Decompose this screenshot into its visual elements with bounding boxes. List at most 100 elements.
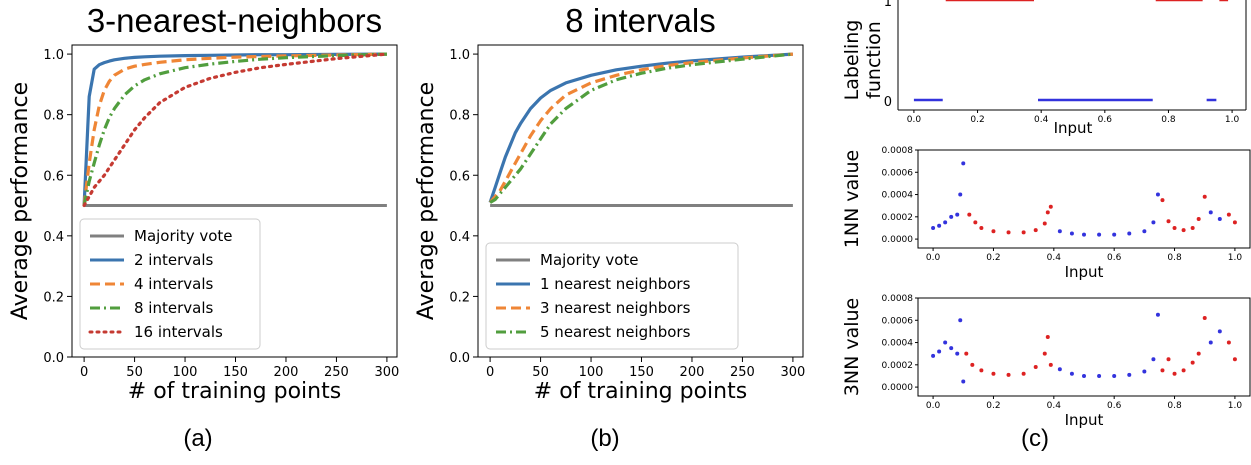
scatter-point — [1166, 357, 1171, 362]
scatter-point — [1217, 217, 1222, 222]
x-tick-label: 0.6 — [1107, 401, 1122, 411]
x-axis-label: # of training points — [128, 379, 341, 404]
y-tick-label: 0.0006 — [882, 168, 914, 178]
legend: Majority vote 1 nearest neighbors 3 neares… — [485, 242, 739, 350]
x-tick-label: 0.8 — [1167, 401, 1182, 411]
chart-panel-b: 8 intervals 0 50 100 150 200 250 300 0.0 0.2 0.4 0.… — [414, 2, 805, 404]
scatter-point — [931, 225, 936, 230]
scatter-point — [961, 379, 966, 384]
chart-panel-a: 3-nearest-neighbors 0 50 100 150 200 250 300 0.0… — [8, 2, 399, 404]
y-tick-label: 0.0004 — [882, 191, 914, 201]
x-tick-label: 300 — [374, 365, 399, 380]
x-tick-label: 0 — [486, 365, 494, 380]
series-line — [82, 52, 387, 206]
legend-label: Majority vote — [134, 227, 233, 245]
scatter-point — [1155, 192, 1160, 197]
chart-panel-c-1nn: 0.0 0.2 0.4 0.6 0.8 1.0 0.0000 0.0002 0.0004 0.00… — [841, 146, 1251, 281]
scatter-point — [958, 192, 963, 197]
scatter-point — [991, 371, 996, 376]
scatter-point — [1142, 369, 1147, 374]
scatter-point — [1069, 231, 1074, 236]
y-tick-label: 0 — [884, 95, 892, 110]
scatter-point — [1006, 372, 1011, 377]
x-tick-label: 50 — [532, 365, 549, 380]
x-tick-label: 0.4 — [1034, 115, 1049, 125]
x-tick-label: 0.2 — [986, 401, 1000, 411]
x-axis-label: Input — [1065, 411, 1104, 429]
x-tick-label: 0 — [80, 365, 88, 380]
chart-title: 3-nearest-neighbors — [87, 2, 382, 39]
y-tick-label: 0.0002 — [882, 361, 914, 371]
legend-label: 16 intervals — [134, 323, 223, 341]
y-tick-label: 0.8 — [449, 109, 470, 124]
scatter-point — [964, 351, 969, 356]
y-tick-label: 0.8 — [43, 109, 64, 124]
scatter-point — [970, 362, 975, 367]
scatter-point — [1196, 217, 1201, 222]
scatter-point — [1160, 368, 1165, 373]
x-tick-label: 0.0 — [926, 253, 941, 263]
scatter-point — [1057, 229, 1062, 234]
x-tick-label: 0.4 — [1047, 401, 1062, 411]
scatter-point — [1202, 194, 1207, 199]
x-tick-label: 1.0 — [1228, 253, 1243, 263]
x-tick-label: 1.0 — [1228, 401, 1243, 411]
scatter-point — [1057, 367, 1062, 372]
scatter-point — [1112, 232, 1117, 237]
y-tick-label: 0.0008 — [882, 146, 914, 156]
scatter-point — [1048, 362, 1053, 367]
chart-title: 8 intervals — [565, 2, 715, 39]
scatter-point — [1190, 225, 1195, 230]
scatter-point — [1172, 225, 1177, 230]
legend-label: 3 nearest neighbors — [540, 299, 691, 317]
plot-frame — [71, 44, 398, 358]
scatter-point — [1155, 312, 1160, 317]
x-tick-label: 200 — [680, 365, 705, 380]
y-tick-label: 0.0 — [43, 351, 64, 366]
x-axis-label: # of training points — [534, 379, 747, 404]
series-line — [82, 52, 389, 208]
scatter-point — [958, 318, 963, 323]
x-tick-label: 0.6 — [1107, 253, 1122, 263]
scatter-point — [955, 212, 960, 217]
x-tick-label: 1.0 — [1225, 115, 1240, 125]
scatter-point — [1082, 373, 1086, 378]
x-tick-label: 0.2 — [970, 115, 984, 125]
scatter-point — [1127, 231, 1132, 236]
y-tick-label: 0.0008 — [882, 294, 914, 304]
scatter-point — [1208, 340, 1213, 345]
scatter-point — [1208, 210, 1213, 215]
scatter-point — [1082, 232, 1086, 237]
x-tick-label: 250 — [324, 365, 349, 380]
y-tick-label: 0.4 — [43, 230, 64, 245]
scatter-point — [955, 351, 960, 356]
scatter-point — [1097, 373, 1102, 378]
y-axis-label-line: Labeling — [841, 20, 863, 101]
scatter-point — [1232, 357, 1237, 362]
x-tick-label: 100 — [173, 365, 198, 380]
scatter-point — [943, 220, 948, 225]
y-tick-label: 0.0000 — [882, 235, 914, 245]
legend-box — [79, 218, 261, 350]
scatter-point — [1021, 371, 1026, 376]
scatter-point — [979, 225, 984, 230]
panel-caption: (a) — [183, 425, 212, 452]
x-axis-label: Input — [1065, 263, 1104, 281]
scatter-point — [1226, 340, 1231, 345]
legend-label: 1 nearest neighbors — [540, 275, 691, 293]
y-tick-label: 0.0 — [449, 351, 470, 366]
scatter-point — [1033, 228, 1038, 233]
x-tick-label: 100 — [579, 365, 604, 380]
y-axis-label: Average performance — [414, 82, 439, 320]
scatter-point — [949, 346, 954, 351]
x-tick-label: 0.6 — [1098, 115, 1113, 125]
x-tick-label: 150 — [629, 365, 654, 380]
scatter-point — [967, 212, 972, 217]
legend-label: 8 intervals — [134, 299, 213, 317]
x-tick-label: 150 — [223, 365, 248, 380]
series-line — [488, 52, 793, 204]
chart-panel-c-3nn: 0.0 0.2 0.4 0.6 0.8 1.0 0.0000 0.0002 0.0004 0.00… — [841, 294, 1251, 429]
panel-caption: (b) — [590, 425, 619, 452]
legend-label: 4 intervals — [134, 275, 213, 293]
